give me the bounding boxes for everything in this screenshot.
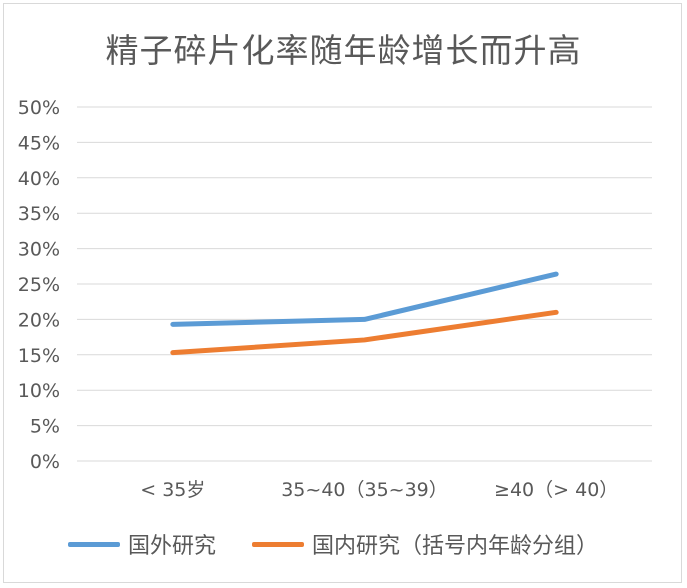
- chart-title: 精子碎片化率随年龄增长而升高: [105, 31, 582, 70]
- y-tick-label: 45%: [18, 132, 60, 154]
- chart-frame: [3, 3, 682, 583]
- series-lines: [170, 271, 559, 356]
- y-tick-label: 5%: [30, 416, 60, 438]
- y-tick-label: 15%: [18, 345, 60, 367]
- series-line-1: [170, 271, 559, 327]
- y-tick-label: 25%: [18, 274, 60, 296]
- gridlines: [77, 106, 652, 462]
- x-tick-label: ≥40（> 40）: [494, 479, 618, 501]
- y-tick-label: 30%: [18, 239, 60, 261]
- x-tick-label: < 35岁: [140, 479, 205, 501]
- x-axis-ticks: < 35岁 35~40（35~39） ≥40（> 40）: [140, 479, 618, 501]
- y-axis-ticks: 0% 5% 10% 15% 20% 25% 30% 35% 40% 45% 50%: [18, 97, 60, 473]
- y-tick-label: 10%: [18, 380, 60, 402]
- legend-label-series-1: 国外研究: [128, 534, 217, 559]
- y-tick-label: 50%: [18, 97, 60, 119]
- y-tick-label: 40%: [18, 168, 60, 190]
- x-tick-label: 35~40（35~39）: [281, 479, 448, 501]
- legend-item-series-1: 国外研究: [68, 524, 216, 564]
- y-tick-label: 20%: [18, 309, 60, 331]
- y-tick-label: 0%: [30, 451, 60, 473]
- legend-label-series-2: 国内研究（括号内年龄分组）: [312, 534, 599, 559]
- legend-item-series-2: 国内研究（括号内年龄分组）: [252, 524, 598, 564]
- legend-swatch-series-1: [68, 541, 120, 547]
- legend-swatch-series-2: [252, 541, 304, 547]
- y-tick-label: 35%: [18, 203, 60, 225]
- legend: 国外研究 国内研究（括号内年龄分组）: [0, 524, 687, 564]
